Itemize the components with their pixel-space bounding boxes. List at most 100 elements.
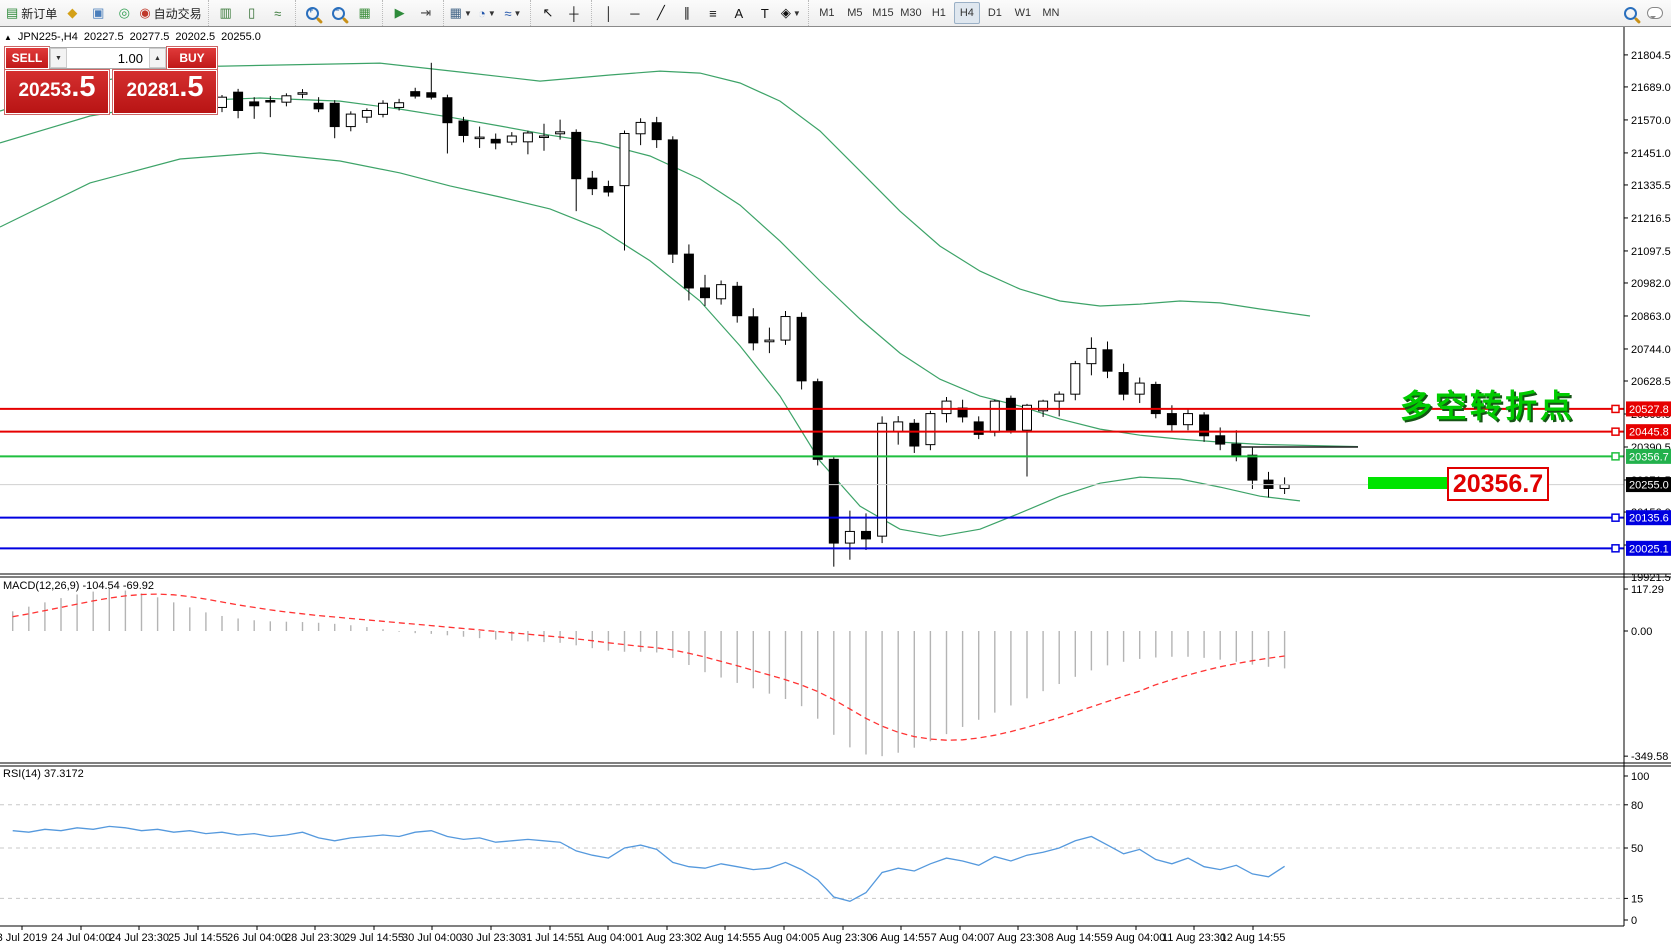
timeframe-h4[interactable]: H4 bbox=[953, 2, 980, 24]
fibonacci-icon[interactable]: ≡ bbox=[709, 5, 717, 21]
toolbar-group-timeframes: M1 M5 M15 M30 H1 H4 D1 W1 MN bbox=[807, 0, 1069, 26]
price-line-label: 20527.8 bbox=[1629, 404, 1669, 416]
toolbar-group-scroll: ▶ ⇥ bbox=[381, 0, 443, 26]
time-tick-label: 11 Aug 23:30 bbox=[1162, 932, 1226, 944]
indicators-icon[interactable]: ≈ ▼ bbox=[504, 5, 522, 21]
candle-bullish bbox=[1070, 363, 1081, 395]
sell-price-frac: .5 bbox=[71, 71, 96, 103]
buy-price-display[interactable]: 20281.5 bbox=[112, 69, 218, 115]
candle-bearish bbox=[1150, 383, 1161, 415]
timeframe-m5[interactable]: M5 bbox=[847, 7, 863, 19]
candle-bearish bbox=[1102, 349, 1113, 372]
line-end-marker[interactable] bbox=[1611, 452, 1620, 461]
line-end-marker[interactable] bbox=[1611, 544, 1620, 553]
chat-icon[interactable] bbox=[1647, 7, 1663, 19]
time-tick-label: 12 Aug 14:55 bbox=[1221, 932, 1286, 944]
price-tick-label: 20628.5 bbox=[1631, 376, 1671, 388]
candle-bearish bbox=[973, 421, 984, 435]
price-line-label-box bbox=[1626, 477, 1671, 493]
candle-bearish bbox=[233, 91, 244, 111]
zoom-out-icon[interactable]: − bbox=[327, 1, 351, 25]
rsi-tick-label: 0 bbox=[1631, 915, 1637, 927]
new-chart-icon[interactable]: ▦ ▼ bbox=[449, 5, 472, 20]
channel-icon[interactable]: ∥ bbox=[683, 5, 691, 20]
candle-bearish bbox=[1199, 414, 1210, 437]
volume-up-button[interactable]: ▲ bbox=[149, 48, 166, 68]
time-tick-label: 30 Jul 23:30 bbox=[461, 932, 521, 944]
timeframe-h1[interactable]: H1 bbox=[931, 7, 946, 19]
vertical-line-icon[interactable]: │ bbox=[604, 5, 613, 21]
timeframe-m1[interactable]: M1 bbox=[819, 7, 835, 19]
ohlc-close: 20255.0 bbox=[221, 31, 261, 43]
auto-scroll-icon[interactable]: ▶ bbox=[394, 5, 405, 20]
time-tick-label: 29 Jul 14:55 bbox=[344, 932, 404, 944]
sell-price-display[interactable]: 20253.5 bbox=[4, 69, 110, 115]
volume-down-button[interactable]: ▼ bbox=[50, 48, 67, 68]
navigator-icon[interactable]: ▣ bbox=[92, 5, 105, 20]
toolbar-group-zoom: + − ▦ bbox=[294, 0, 382, 26]
candle-bearish bbox=[1247, 454, 1258, 481]
chart-window[interactable]: 21804.5 21689.0 21570.0 21451.0 21335.5 21216… bbox=[0, 26, 1671, 950]
timeframe-m15[interactable]: M15 bbox=[872, 7, 894, 19]
candle-bearish bbox=[748, 316, 759, 344]
auto-trading-icon[interactable]: ◉ 自动交易 bbox=[139, 5, 202, 21]
new-order-icon[interactable]: ▤ 新订单 bbox=[6, 5, 58, 21]
profiles-icon[interactable]: ◔ ▼ bbox=[478, 5, 496, 21]
candle-bearish bbox=[265, 100, 276, 103]
chart-canvas[interactable]: 21804.5 21689.0 21570.0 21451.0 21335.5 21216… bbox=[0, 27, 1671, 950]
timeframe-w1[interactable]: W1 bbox=[1014, 7, 1032, 19]
line-end-marker[interactable] bbox=[1611, 427, 1620, 436]
bar-chart-icon[interactable]: ▥ bbox=[219, 5, 232, 20]
candle-bullish bbox=[361, 109, 372, 118]
chart-shift-icon[interactable]: ⇥ bbox=[420, 5, 432, 20]
time-tick-label: 5 Aug 23:30 bbox=[814, 932, 873, 944]
macd-signal-line bbox=[12, 593, 1285, 741]
signals-icon[interactable]: ◎ bbox=[118, 5, 130, 20]
buy-button[interactable]: BUY bbox=[166, 46, 218, 70]
line-end-marker[interactable] bbox=[1611, 404, 1620, 414]
cursor-icon[interactable]: ↖ bbox=[542, 5, 554, 20]
candle-bearish bbox=[603, 185, 614, 193]
collapse-icon[interactable]: ▲ bbox=[4, 32, 12, 42]
market-watch-icon[interactable]: ◆ bbox=[67, 5, 78, 20]
horizontal-line-icon[interactable]: ─ bbox=[630, 5, 640, 21]
candle-bearish bbox=[828, 458, 839, 544]
text-icon[interactable]: A bbox=[734, 5, 744, 21]
toolbar-group-templates: ▦ ▼ ◔ ▼ ≈ ▼ bbox=[442, 0, 530, 26]
price-annotation-box[interactable]: 20356.7 bbox=[1447, 467, 1549, 501]
arrows-icon[interactable]: ◈ ▼ bbox=[780, 5, 801, 20]
price-tick-label: 20744.0 bbox=[1631, 344, 1671, 356]
line-chart-icon[interactable]: ≈ bbox=[274, 5, 282, 21]
timeframe-mn[interactable]: MN bbox=[1042, 7, 1060, 19]
turning-point-annotation[interactable]: 多空转折点 bbox=[1400, 388, 1576, 424]
time-tick-label: 24 Jul 04:00 bbox=[51, 932, 111, 944]
timeframe-m30[interactable]: M30 bbox=[900, 7, 922, 19]
candle-bearish bbox=[329, 102, 340, 128]
sell-button[interactable]: SELL bbox=[4, 46, 50, 70]
candle-bearish bbox=[683, 253, 694, 289]
toolbar-group-cursor: ↖ ┼ bbox=[529, 0, 591, 26]
rsi-tick-label: 100 bbox=[1631, 771, 1649, 783]
candle-bullish bbox=[635, 121, 646, 135]
candle-bearish bbox=[249, 101, 260, 107]
zoom-in-icon[interactable]: + bbox=[301, 1, 325, 25]
crosshair-icon[interactable]: ┼ bbox=[569, 5, 579, 21]
price-tick-label: 21335.5 bbox=[1631, 180, 1671, 192]
trendline-icon[interactable]: ╱ bbox=[656, 5, 665, 20]
candle-bearish bbox=[1005, 397, 1016, 431]
search-icon[interactable] bbox=[1624, 6, 1637, 20]
candle-bearish bbox=[667, 139, 678, 255]
candle-bearish bbox=[313, 102, 324, 110]
text-label-icon[interactable]: T bbox=[760, 5, 769, 21]
bollinger-lower-band bbox=[0, 152, 1301, 537]
tile-windows-icon[interactable]: ▦ bbox=[358, 5, 371, 20]
volume-value[interactable]: 1.00 bbox=[117, 50, 143, 66]
time-tick-label: 2 Aug 14:55 bbox=[696, 932, 755, 944]
rsi-tick-label: 50 bbox=[1631, 843, 1643, 855]
timeframe-d1[interactable]: D1 bbox=[987, 7, 1002, 19]
candle-bearish bbox=[1166, 413, 1177, 426]
candle-bullish bbox=[877, 422, 888, 537]
line-end-marker[interactable] bbox=[1611, 513, 1620, 522]
candlestick-icon[interactable]: ▯ bbox=[248, 5, 256, 20]
candle-bearish bbox=[1118, 372, 1129, 395]
